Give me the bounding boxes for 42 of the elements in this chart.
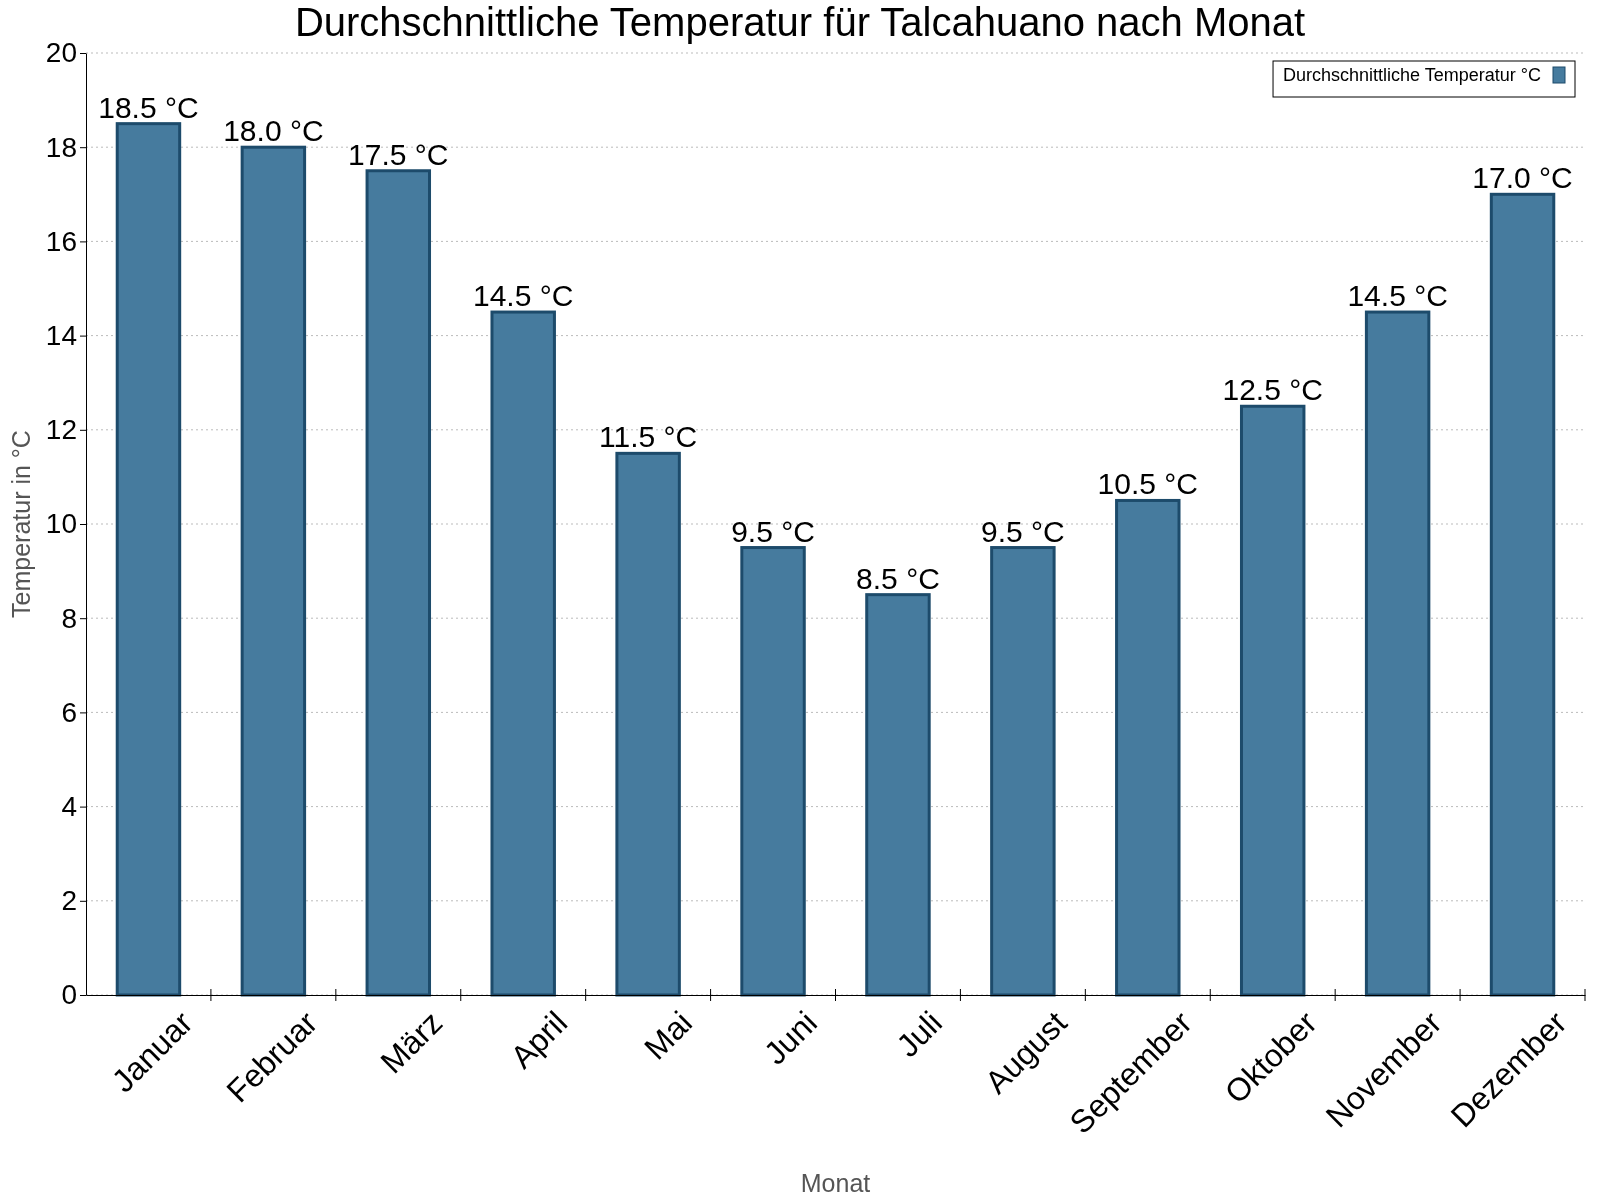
y-tick-label: 2 <box>61 885 77 917</box>
y-tick-label: 6 <box>61 696 77 728</box>
y-tick-label: 20 <box>45 37 77 69</box>
bar <box>1115 498 1181 997</box>
bar <box>990 546 1056 997</box>
x-tick-label: Juni <box>756 1004 824 1072</box>
data-label: 18.5 °C <box>98 90 199 124</box>
y-tick-label: 8 <box>61 602 77 634</box>
bar <box>1239 404 1306 997</box>
bar <box>740 546 806 997</box>
data-label: 9.5 °C <box>981 514 1065 548</box>
data-label: 14.5 °C <box>1347 279 1448 313</box>
bar <box>615 451 681 997</box>
y-tick-label: 10 <box>45 508 77 540</box>
data-label: 17.5 °C <box>348 137 449 171</box>
y-tick-label: 16 <box>45 225 77 257</box>
data-label: 12.5 °C <box>1222 373 1323 407</box>
x-tick-label: Juli <box>889 1004 949 1064</box>
y-tick-label: 12 <box>45 414 77 446</box>
legend-label: Durchschnittliche Temperatur °C <box>1283 65 1541 85</box>
chart-title: Durchschnittliche Temperatur für Talcahuano nach Monat <box>294 0 1306 44</box>
y-tick-label: 4 <box>61 791 77 823</box>
data-label: 18.0 °C <box>223 114 324 148</box>
data-label: 10.5 °C <box>1097 467 1198 501</box>
x-axis-title: Monat <box>800 1169 871 1197</box>
bar <box>365 169 432 997</box>
y-tick-label: 0 <box>61 979 77 1011</box>
data-label: 17.0 °C <box>1472 161 1573 195</box>
y-axis-title: Temperatur in °C <box>7 430 35 618</box>
bar <box>115 122 182 997</box>
bar <box>1489 192 1556 997</box>
data-label: 14.5 °C <box>473 279 574 313</box>
bar <box>865 593 931 997</box>
x-tick-label: Mai <box>637 1004 700 1067</box>
bar <box>1364 310 1431 997</box>
y-tick-label: 14 <box>45 320 77 352</box>
bar <box>490 310 556 997</box>
data-label: 11.5 °C <box>599 420 698 454</box>
data-label: 8.5 °C <box>856 561 940 595</box>
bar <box>240 145 307 997</box>
y-tick-label: 18 <box>45 131 77 163</box>
data-label: 9.5 °C <box>731 514 815 548</box>
